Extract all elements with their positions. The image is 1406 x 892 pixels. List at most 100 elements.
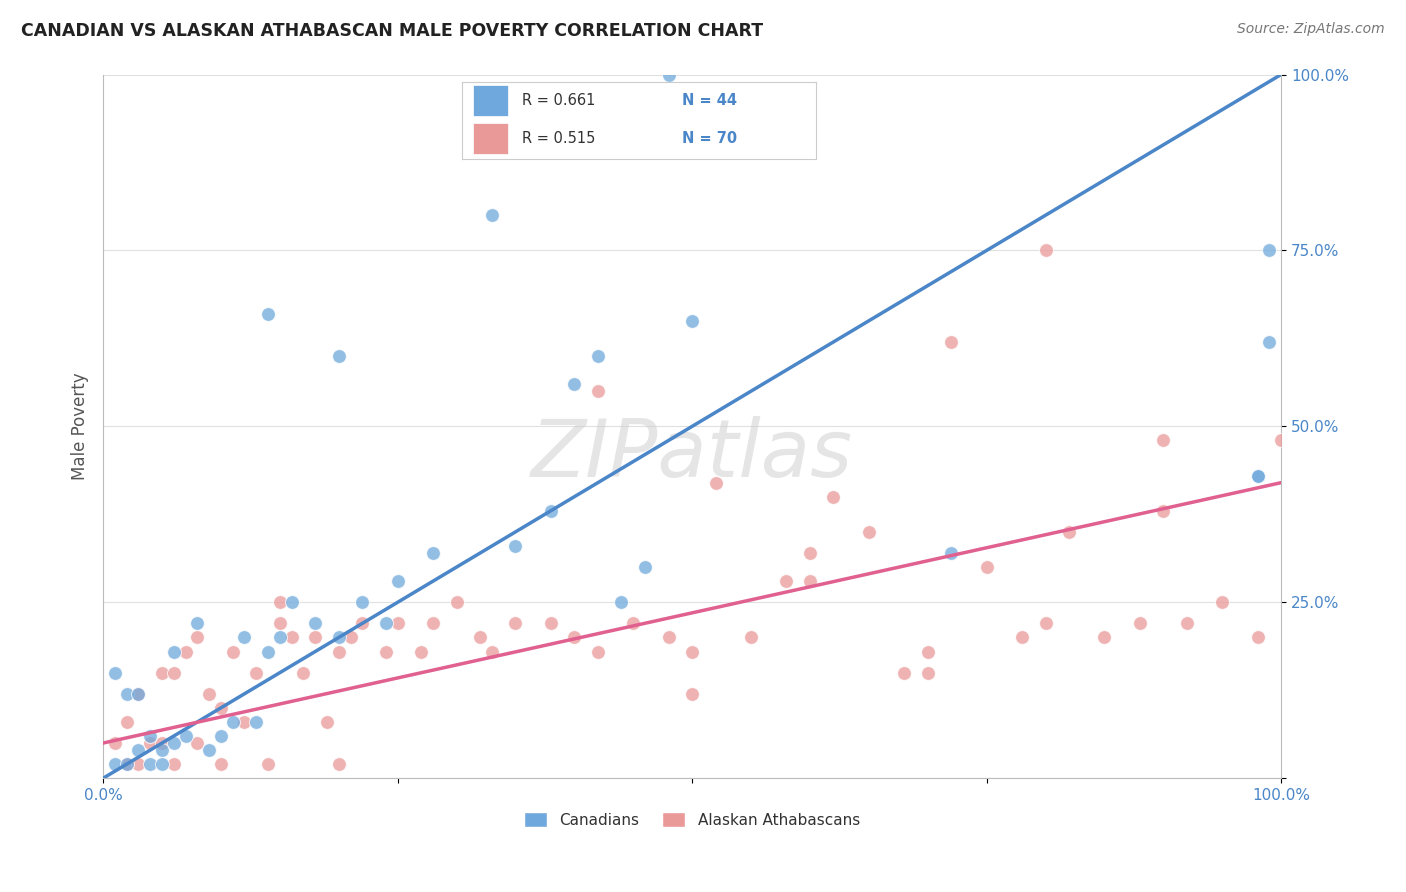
Point — [586, 384, 609, 399]
Point — [374, 644, 396, 658]
Point — [104, 665, 127, 680]
Point — [257, 757, 280, 772]
Point — [257, 307, 280, 321]
Point — [586, 644, 609, 658]
Point — [387, 616, 409, 631]
Point — [1035, 244, 1057, 258]
Point — [1270, 434, 1292, 448]
Point — [222, 714, 245, 729]
Text: ZIPatlas: ZIPatlas — [531, 416, 853, 493]
Point — [127, 687, 149, 701]
Point — [858, 524, 880, 539]
Point — [1211, 595, 1233, 609]
Point — [799, 574, 821, 589]
Point — [387, 574, 409, 589]
Point — [150, 743, 173, 757]
Point — [374, 616, 396, 631]
Point — [163, 736, 186, 750]
Point — [174, 729, 197, 743]
Point — [658, 631, 681, 645]
Point — [941, 546, 963, 560]
Point — [1175, 616, 1198, 631]
Point — [468, 631, 491, 645]
Point — [352, 595, 374, 609]
Point — [1011, 631, 1033, 645]
Point — [681, 687, 703, 701]
Point — [540, 504, 562, 518]
Point — [163, 665, 186, 680]
Point — [209, 701, 232, 715]
Point — [941, 334, 963, 349]
Point — [328, 349, 350, 363]
Point — [115, 687, 138, 701]
Point — [257, 644, 280, 658]
Point — [339, 631, 361, 645]
Point — [740, 631, 762, 645]
Point — [115, 757, 138, 772]
Point — [634, 560, 657, 574]
Point — [115, 714, 138, 729]
Point — [233, 631, 256, 645]
Point — [139, 729, 162, 743]
Point — [104, 757, 127, 772]
Point — [1152, 504, 1174, 518]
Point — [422, 546, 444, 560]
Point — [893, 665, 915, 680]
Point — [316, 714, 339, 729]
Point — [1129, 616, 1152, 631]
Point — [127, 687, 149, 701]
Text: Source: ZipAtlas.com: Source: ZipAtlas.com — [1237, 22, 1385, 37]
Point — [245, 714, 267, 729]
Point — [186, 736, 208, 750]
Point — [328, 631, 350, 645]
Point — [280, 631, 302, 645]
Point — [540, 616, 562, 631]
Point — [823, 490, 845, 504]
Point — [411, 644, 433, 658]
Point — [1057, 524, 1080, 539]
Point — [1258, 334, 1281, 349]
Point — [304, 631, 326, 645]
Point — [1258, 244, 1281, 258]
Point — [150, 736, 173, 750]
Point — [658, 68, 681, 82]
Point — [233, 714, 256, 729]
Point — [304, 616, 326, 631]
Point — [681, 644, 703, 658]
Point — [186, 616, 208, 631]
Point — [127, 743, 149, 757]
Point — [681, 314, 703, 328]
Point — [269, 595, 291, 609]
Point — [328, 644, 350, 658]
Point — [209, 729, 232, 743]
Point — [1246, 631, 1268, 645]
Point — [280, 595, 302, 609]
Point — [1246, 468, 1268, 483]
Point — [150, 757, 173, 772]
Point — [139, 757, 162, 772]
Point — [1092, 631, 1115, 645]
Point — [481, 644, 503, 658]
Legend: Canadians, Alaskan Athabascans: Canadians, Alaskan Athabascans — [519, 805, 866, 834]
Point — [704, 475, 727, 490]
Point — [1152, 434, 1174, 448]
Point — [505, 616, 527, 631]
Point — [775, 574, 797, 589]
Point — [198, 687, 221, 701]
Point — [127, 757, 149, 772]
Point — [422, 616, 444, 631]
Point — [209, 757, 232, 772]
Point — [222, 644, 245, 658]
Point — [505, 539, 527, 553]
Point — [610, 595, 633, 609]
Point — [163, 757, 186, 772]
Point — [562, 631, 585, 645]
Point — [1035, 616, 1057, 631]
Text: CANADIAN VS ALASKAN ATHABASCAN MALE POVERTY CORRELATION CHART: CANADIAN VS ALASKAN ATHABASCAN MALE POVE… — [21, 22, 763, 40]
Point — [586, 349, 609, 363]
Point — [186, 631, 208, 645]
Point — [917, 665, 939, 680]
Point — [174, 644, 197, 658]
Point — [562, 377, 585, 392]
Point — [481, 208, 503, 222]
